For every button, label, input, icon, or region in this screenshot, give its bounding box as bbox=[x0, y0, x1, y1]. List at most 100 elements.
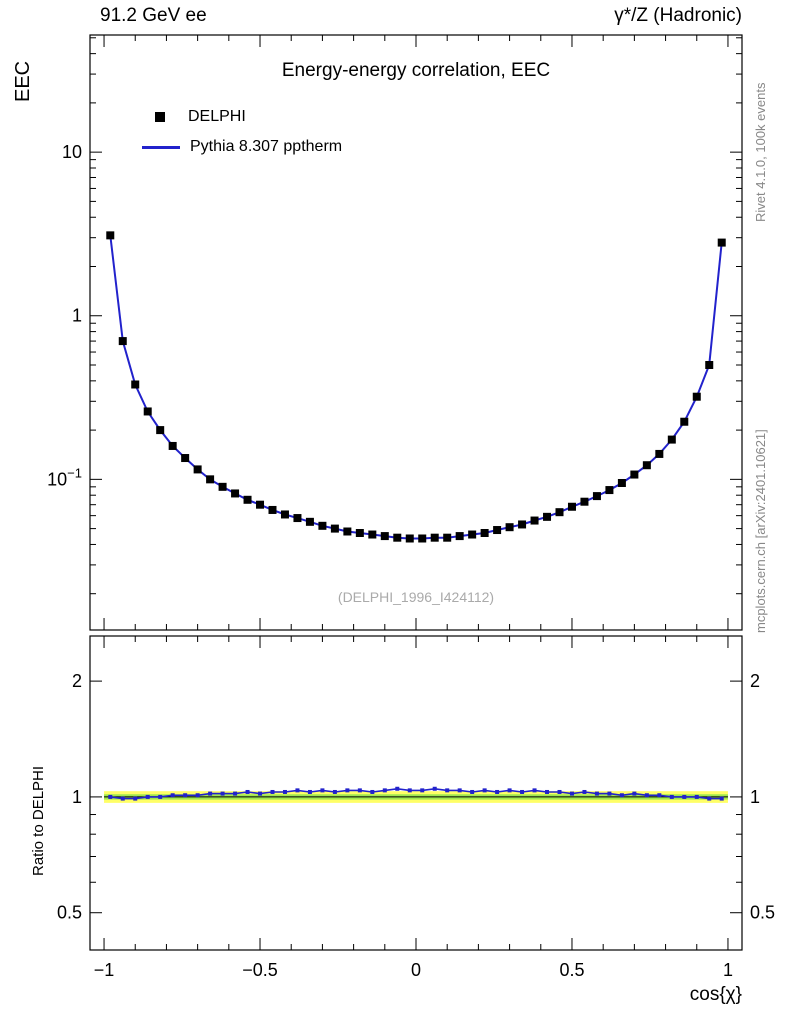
plot-title: Energy-energy correlation, EEC bbox=[281, 60, 551, 81]
delphi-data-point bbox=[505, 523, 514, 532]
analysis-watermark: (DELPHI_1996_I424112) bbox=[337, 589, 495, 605]
delphi-data-point bbox=[181, 454, 190, 463]
ratio-data-point bbox=[407, 788, 412, 793]
delphi-data-point bbox=[493, 526, 502, 535]
delphi-data-point bbox=[567, 502, 576, 511]
x-tick-label: 0.5 bbox=[559, 960, 584, 980]
y-axis-title: EEC bbox=[12, 60, 34, 102]
delphi-data-point bbox=[717, 238, 726, 247]
ratio-data-point bbox=[195, 793, 200, 798]
ratio-data-point bbox=[382, 788, 387, 793]
ratio-tick-label-left: 1 bbox=[72, 787, 82, 807]
ratio-data-point bbox=[719, 796, 724, 801]
delphi-data-point bbox=[630, 470, 639, 479]
delphi-data-point bbox=[256, 500, 265, 509]
ratio-data-point bbox=[120, 796, 125, 801]
delphi-data-point bbox=[455, 532, 464, 541]
ratio-data-point bbox=[532, 788, 537, 793]
delphi-data-point bbox=[530, 516, 539, 525]
ratio-data-point bbox=[632, 791, 637, 796]
ratio-data-point bbox=[470, 789, 475, 794]
ratio-data-point bbox=[420, 788, 425, 793]
x-tick-label: 0 bbox=[411, 960, 421, 980]
ratio-data-point bbox=[482, 788, 487, 793]
delphi-data-point bbox=[443, 533, 452, 542]
delphi-data-point bbox=[667, 435, 676, 444]
ratio-data-point bbox=[270, 789, 275, 794]
ratio-data-point bbox=[445, 788, 450, 793]
delphi-data-point bbox=[418, 534, 427, 543]
ratio-data-point bbox=[520, 789, 525, 794]
mcplots-note: mcplots.cern.ch [arXiv:2401.10621] bbox=[753, 429, 768, 633]
ratio-data-point bbox=[682, 794, 687, 799]
delphi-data-point bbox=[355, 528, 364, 537]
ratio-data-point bbox=[507, 788, 512, 793]
ratio-data-point bbox=[569, 791, 574, 796]
delphi-data-point bbox=[380, 532, 389, 541]
ratio-data-point bbox=[545, 789, 550, 794]
ratio-data-point bbox=[557, 789, 562, 794]
delphi-data-point bbox=[293, 514, 302, 523]
delphi-data-point bbox=[106, 231, 115, 240]
delphi-data-point bbox=[193, 465, 202, 474]
y-tick-label: 10 bbox=[62, 142, 82, 162]
ratio-data-point bbox=[145, 794, 150, 799]
ratio-data-point bbox=[432, 786, 437, 791]
ratio-data-point bbox=[370, 789, 375, 794]
delphi-data-point bbox=[243, 495, 252, 504]
ratio-tick-label-left: 2 bbox=[72, 671, 82, 691]
legend-label-delphi: DELPHI bbox=[188, 108, 246, 125]
beam-energy-label: 91.2 GeV ee bbox=[100, 5, 207, 26]
ratio-data-point bbox=[594, 791, 599, 796]
delphi-data-point bbox=[231, 489, 240, 498]
ratio-data-point bbox=[233, 791, 238, 796]
process-label: γ*/Z (Hadronic) bbox=[614, 5, 742, 26]
delphi-data-point bbox=[543, 512, 552, 521]
delphi-data-point bbox=[280, 510, 289, 519]
ratio-data-point bbox=[395, 786, 400, 791]
ratio-data-point bbox=[495, 789, 500, 794]
delphi-data-point bbox=[393, 533, 402, 542]
delphi-data-point bbox=[555, 508, 564, 517]
ratio-data-point bbox=[357, 788, 362, 793]
ratio-y-axis-title: Ratio to DELPHI bbox=[30, 765, 47, 876]
delphi-data-point bbox=[642, 461, 651, 470]
delphi-data-point bbox=[480, 528, 489, 537]
x-axis-title: cos{χ} bbox=[689, 984, 742, 1005]
delphi-data-point bbox=[143, 407, 152, 416]
delphi-data-point bbox=[206, 475, 215, 484]
delphi-data-point bbox=[168, 441, 177, 450]
delphi-data-point bbox=[343, 527, 352, 536]
ratio-data-point bbox=[582, 789, 587, 794]
delphi-data-point bbox=[330, 524, 339, 533]
delphi-data-point bbox=[680, 417, 689, 426]
ratio-data-point bbox=[607, 791, 612, 796]
ratio-data-point bbox=[282, 789, 287, 794]
square-marker-icon bbox=[155, 112, 165, 122]
legend-item-delphi: DELPHI bbox=[142, 102, 342, 132]
delphi-data-point bbox=[131, 380, 140, 389]
ratio-tick-label-right: 0.5 bbox=[750, 903, 775, 923]
ratio-data-point bbox=[669, 794, 674, 799]
delphi-data-point bbox=[430, 533, 439, 542]
delphi-data-point bbox=[368, 530, 377, 539]
y-tick-label: 10−1 bbox=[47, 465, 82, 489]
ratio-data-point bbox=[258, 791, 263, 796]
ratio-data-point bbox=[619, 793, 624, 798]
ratio-tick-label-right: 2 bbox=[750, 671, 760, 691]
delphi-data-point bbox=[580, 497, 589, 506]
rivet-version-note: Rivet 4.1.0, 100k events bbox=[753, 82, 768, 222]
delphi-data-point bbox=[705, 360, 714, 369]
x-tick-label: 1 bbox=[723, 960, 733, 980]
ratio-data-point bbox=[245, 789, 250, 794]
legend-item-pythia: Pythia 8.307 pptherm bbox=[142, 132, 342, 162]
ratio-data-point bbox=[320, 788, 325, 793]
delphi-data-point bbox=[268, 505, 277, 514]
ratio-data-point bbox=[183, 793, 188, 798]
delphi-data-point bbox=[692, 392, 701, 401]
ratio-data-point bbox=[332, 789, 337, 794]
delphi-data-point bbox=[592, 492, 601, 501]
ratio-data-point bbox=[457, 788, 462, 793]
ratio-data-point bbox=[644, 793, 649, 798]
